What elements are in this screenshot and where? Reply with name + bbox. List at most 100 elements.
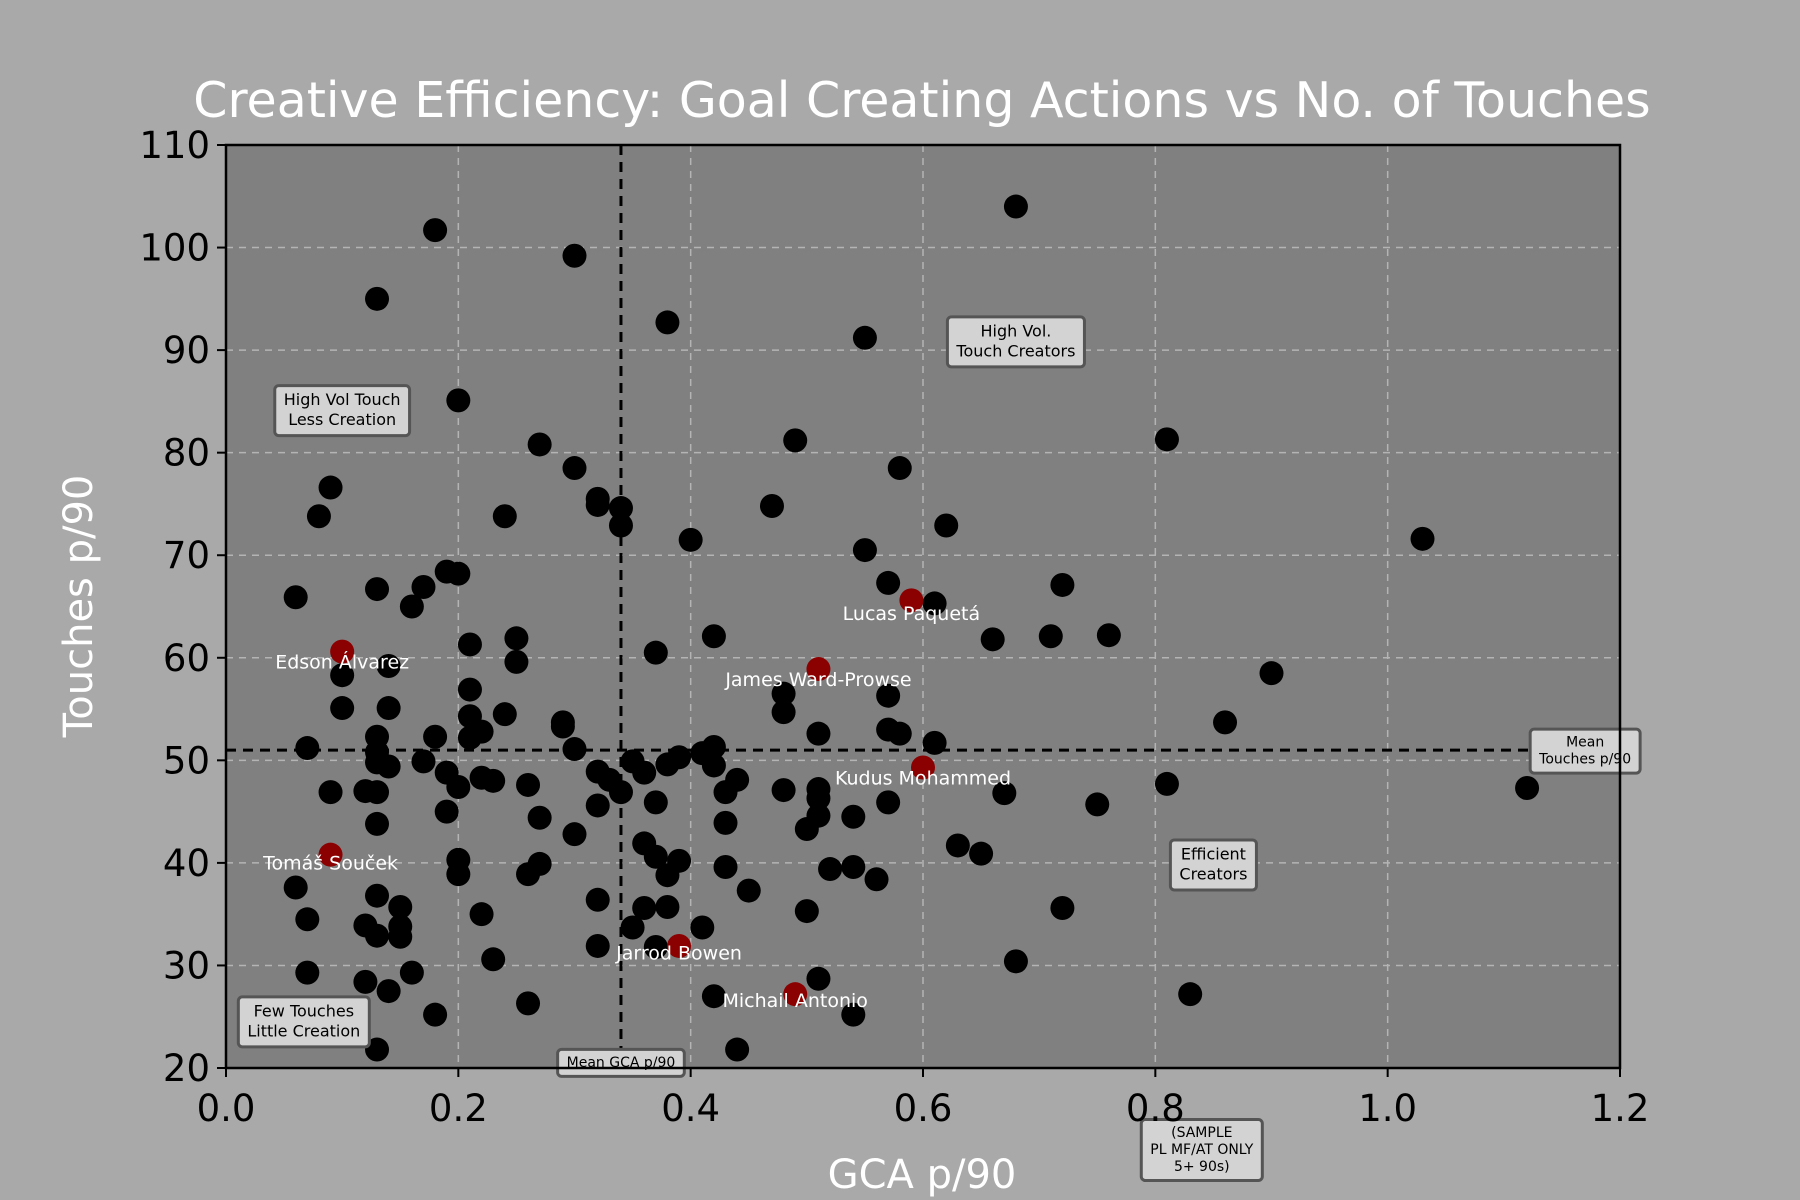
highlighted-point <box>667 933 692 958</box>
x-tick-label: 0.8 <box>1126 1087 1185 1130</box>
annotation-box-frame <box>273 384 412 438</box>
data-point <box>771 778 796 803</box>
data-point <box>365 883 390 908</box>
data-point <box>643 790 668 815</box>
data-point <box>527 432 552 457</box>
data-point <box>1050 572 1075 597</box>
highlighted-points <box>318 588 935 1007</box>
data-point <box>992 781 1017 806</box>
data-point <box>632 760 657 785</box>
data-point <box>759 493 784 518</box>
data-point <box>701 984 726 1009</box>
annotation-text: High Vol. <box>980 321 1051 340</box>
data-point <box>492 702 517 727</box>
data-point <box>516 772 541 797</box>
data-point <box>1213 710 1238 735</box>
data-point <box>423 724 448 749</box>
data-point <box>1154 771 1179 796</box>
data-point <box>295 736 320 761</box>
data-point <box>446 561 471 586</box>
data-point <box>527 805 552 830</box>
data-point <box>365 1037 390 1062</box>
data-point <box>701 735 726 760</box>
data-point <box>399 960 424 985</box>
annotation-text: Creators <box>1179 864 1247 883</box>
data-point <box>980 627 1005 652</box>
data-point <box>643 640 668 665</box>
grid <box>226 145 1620 1068</box>
data-point <box>1003 194 1028 219</box>
y-tick-label: 30 <box>163 944 210 987</box>
y-tick-label: 60 <box>163 637 210 680</box>
data-point <box>353 969 378 994</box>
data-point <box>783 428 808 453</box>
x-tick-label: 1.0 <box>1358 1087 1417 1130</box>
data-point <box>876 790 901 815</box>
data-point <box>887 456 912 481</box>
data-point <box>667 848 692 873</box>
data-point <box>608 496 633 521</box>
data-point <box>852 325 877 350</box>
annotations: High Vol.Touch Creators High Vol TouchLes… <box>236 315 1642 1183</box>
data-point <box>876 683 901 708</box>
data-point <box>306 504 331 529</box>
x-tick-label: 0.4 <box>661 1087 720 1130</box>
data-point <box>713 810 738 835</box>
data-point <box>457 632 482 657</box>
data-point <box>469 719 494 744</box>
data-point <box>794 817 819 842</box>
data-point <box>283 875 308 900</box>
y-tick-label: 20 <box>163 1047 210 1090</box>
x-tick-label: 0.0 <box>197 1087 256 1130</box>
annotation-text: Efficient <box>1181 844 1246 863</box>
data-point <box>678 527 703 552</box>
player-label: Tomáš Souček <box>262 852 398 874</box>
data-point <box>841 854 866 879</box>
data-point <box>562 737 587 762</box>
data-point <box>365 811 390 836</box>
highlighted-point <box>330 639 355 664</box>
data-point <box>423 1002 448 1027</box>
data-point <box>736 878 761 903</box>
annotation-text: 5+ 90s) <box>1174 1159 1230 1175</box>
y-tick-label: 100 <box>139 227 210 270</box>
data-point <box>365 923 390 948</box>
y-tick-label: 90 <box>163 329 210 372</box>
data-point <box>376 979 401 1004</box>
highlighted-point <box>899 588 924 613</box>
data-point <box>713 854 738 879</box>
data-point <box>1038 624 1063 649</box>
x-axis-label: GCA p/90 <box>828 1152 1017 1198</box>
data-point <box>492 504 517 529</box>
y-tick-label: 50 <box>163 739 210 782</box>
annotation-text: Few Touches <box>254 1001 354 1020</box>
data-point <box>643 934 668 959</box>
data-point <box>388 924 413 949</box>
data-point <box>411 575 436 600</box>
data-point <box>562 822 587 847</box>
data-point <box>388 894 413 919</box>
data-point <box>655 894 680 919</box>
data-point <box>771 681 796 706</box>
annotation-text: Less Creation <box>288 410 396 429</box>
data-point <box>481 947 506 972</box>
data-point <box>295 960 320 985</box>
data-point <box>876 570 901 595</box>
data-point <box>1515 776 1540 801</box>
y-tick-label: 110 <box>139 124 210 167</box>
data-point <box>655 310 680 335</box>
data-point <box>806 786 831 811</box>
data-point <box>550 714 575 739</box>
data-point <box>376 653 401 678</box>
chart-title: Creative Efficiency: Goal Creating Actio… <box>193 72 1650 129</box>
data-point <box>562 456 587 481</box>
data-point <box>1259 661 1284 686</box>
annotation-box-frame <box>556 1047 686 1078</box>
mean-lines <box>226 145 1620 1068</box>
data-point <box>725 1037 750 1062</box>
annotation-text: Touches p/90 <box>1538 752 1631 768</box>
data-point <box>365 577 390 602</box>
